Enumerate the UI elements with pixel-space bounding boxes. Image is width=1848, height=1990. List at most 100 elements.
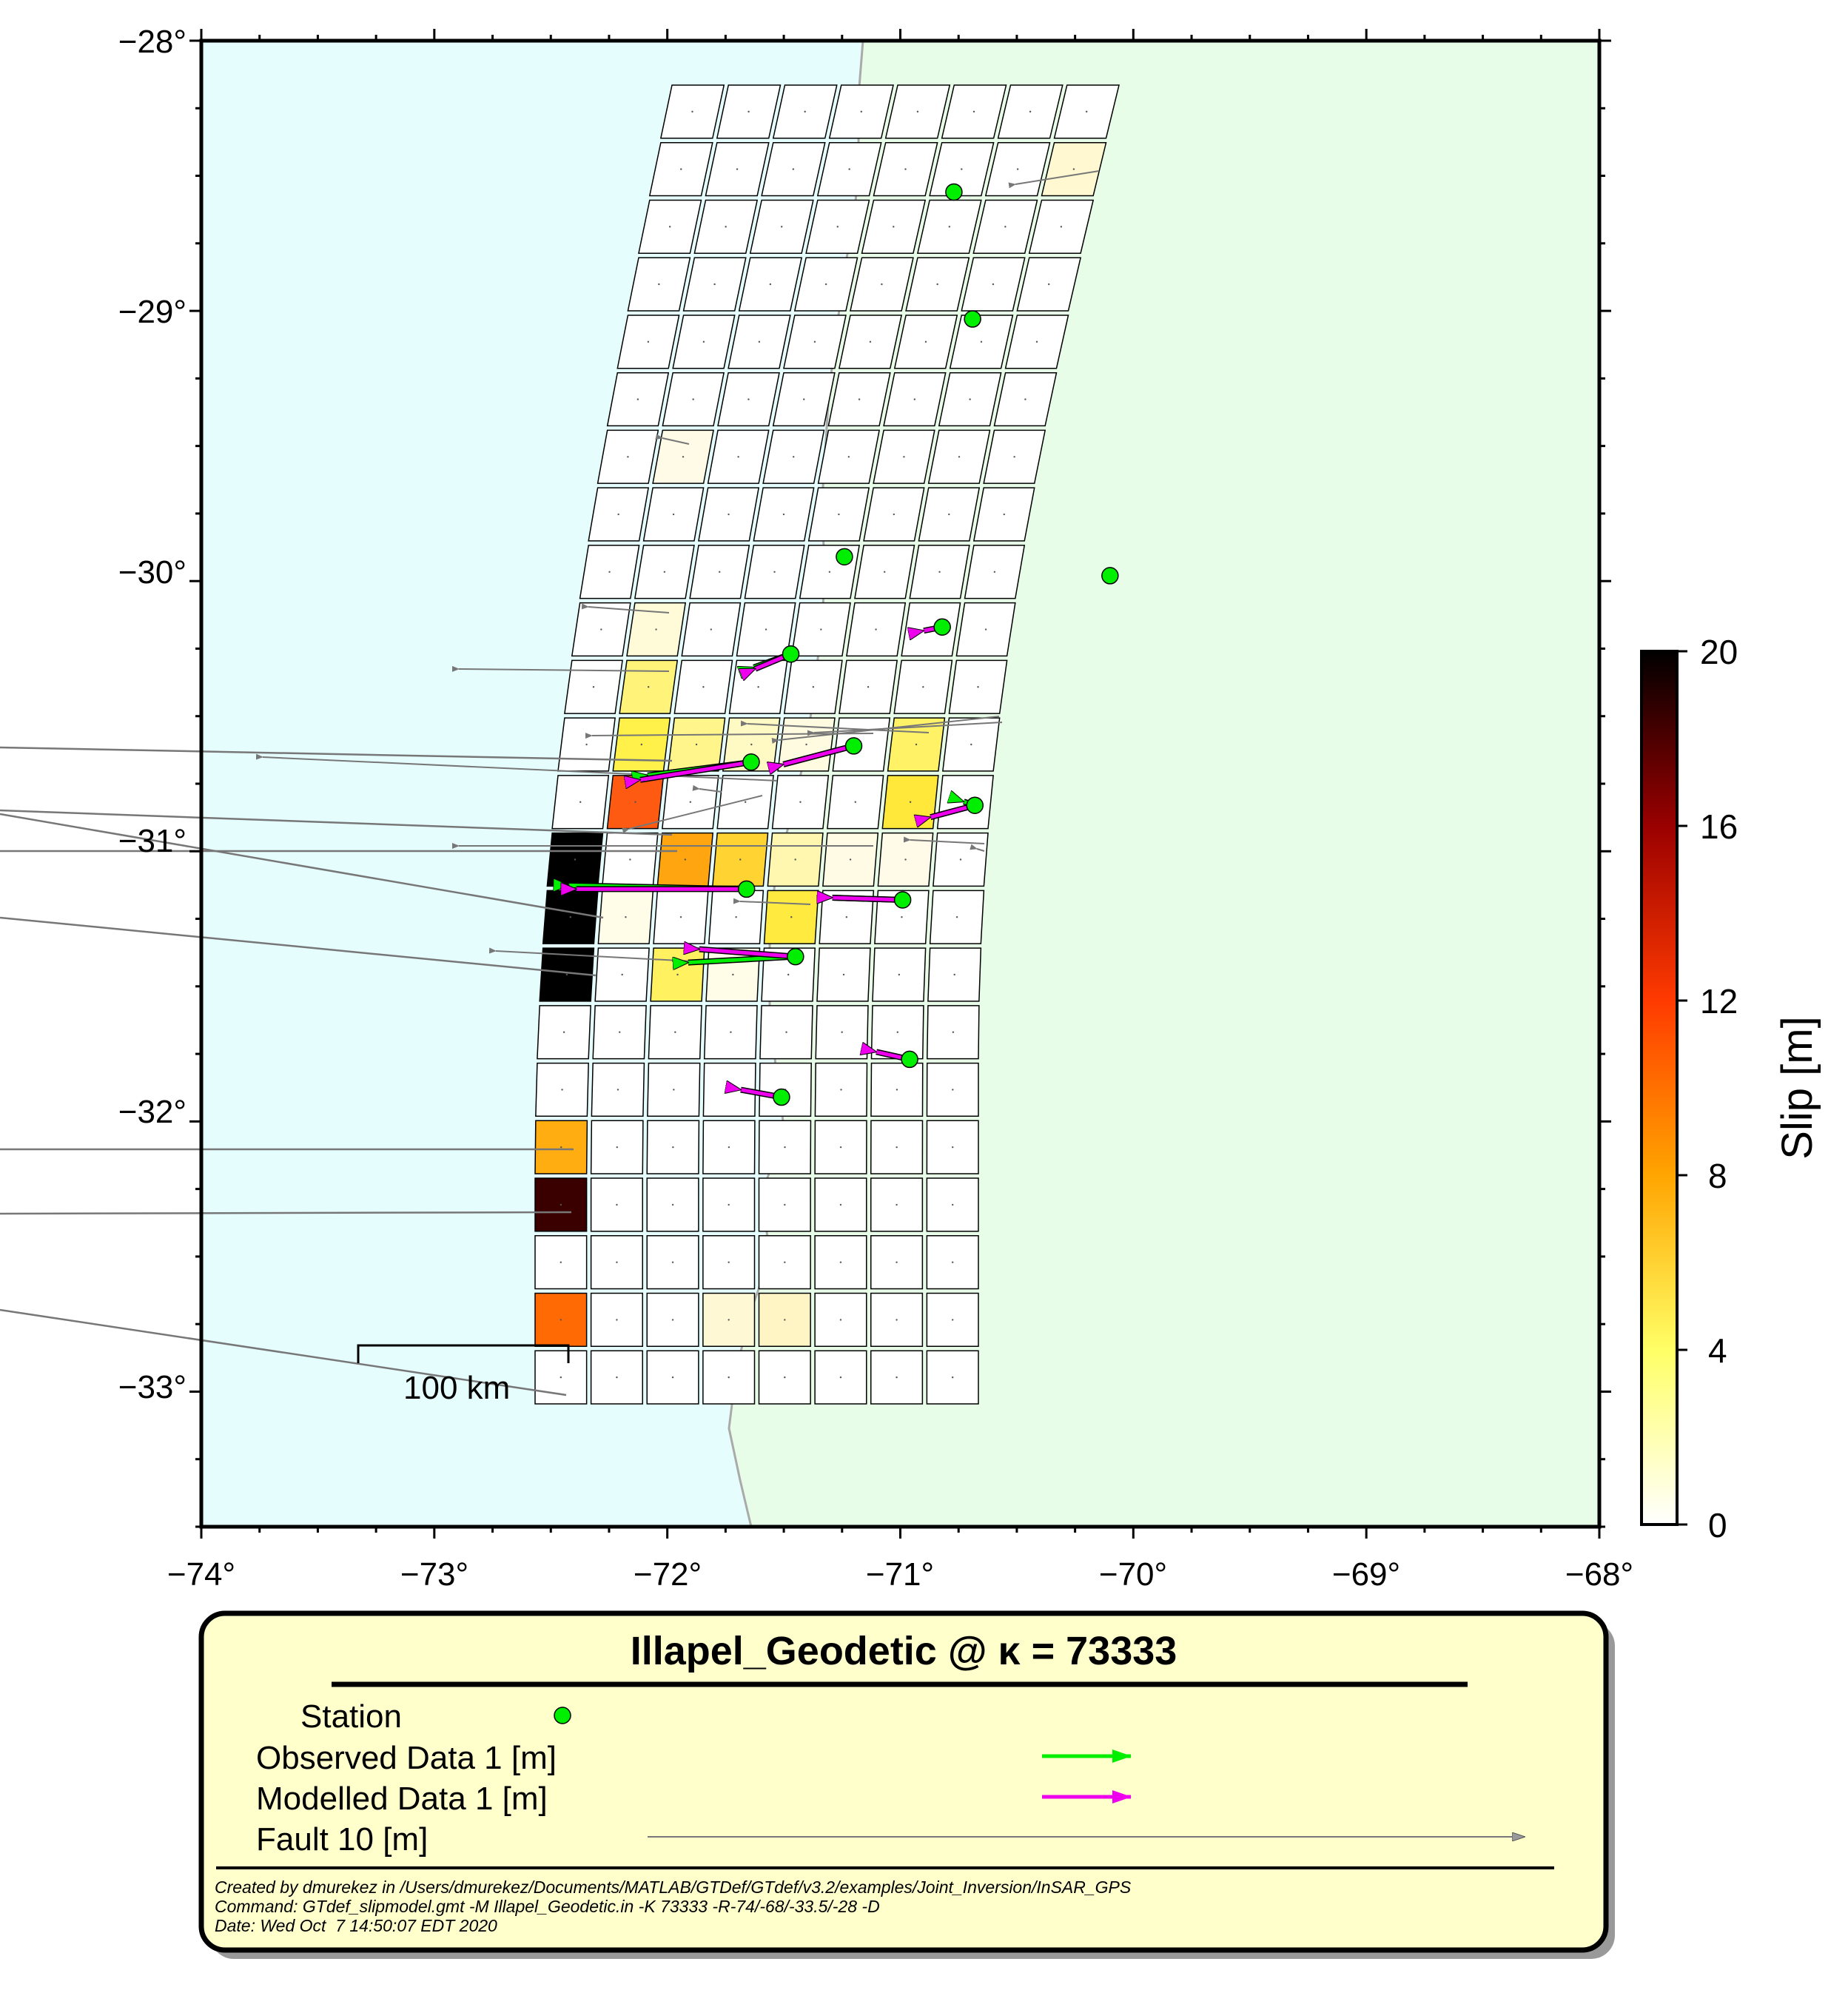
legend-box (198, 1610, 1609, 1953)
patch-center (792, 168, 795, 170)
patch-center (1003, 513, 1005, 516)
fault-slip-arrow (733, 898, 811, 905)
patch-center (916, 110, 919, 113)
station-marker (742, 753, 760, 771)
stations (737, 183, 1119, 1106)
patch-center (860, 110, 862, 113)
patch-center (1072, 168, 1075, 170)
patch-center (671, 1261, 674, 1263)
patch-center (867, 686, 870, 688)
legend-label-observed: Observed Data 1 [m] (256, 1740, 557, 1776)
patch-center (813, 340, 816, 343)
patch-center (881, 283, 883, 286)
patch-center (560, 1319, 562, 1321)
station-marker (773, 1088, 790, 1106)
patch-center (909, 801, 912, 803)
x-axis-labels: −74° −73° −72° −71° −70° −69° −68° (167, 1556, 1633, 1593)
patch-center (561, 1089, 563, 1091)
patch-center (691, 110, 693, 113)
patch-center (938, 571, 941, 573)
patch-center (896, 1089, 898, 1091)
patch-center (560, 1376, 562, 1379)
patch-center (592, 686, 595, 688)
patch-center (737, 456, 739, 458)
y-tick-label: −31° (118, 823, 187, 859)
patch-center (673, 1089, 675, 1091)
patch-center (782, 513, 785, 516)
fault-slip-arrow (903, 836, 985, 844)
patch-center (663, 571, 666, 573)
patch-center (805, 743, 807, 746)
patch-center (840, 1089, 842, 1091)
patch-center (936, 283, 938, 286)
patch-center (730, 1031, 732, 1033)
patch-center (896, 1203, 898, 1206)
patch-center (977, 686, 979, 688)
patch-center (728, 1319, 730, 1321)
y-axis-labels: −28° −29° −30° −31° −32° −33° (118, 24, 187, 1405)
data-arrows (569, 624, 976, 1100)
patch-center (647, 686, 650, 688)
patch-center (849, 858, 852, 861)
patch-center (951, 1261, 954, 1263)
x-tick-label: −68° (1565, 1556, 1633, 1593)
patch-center (647, 340, 650, 343)
colorbar-title: Slip [m] (1773, 1016, 1821, 1159)
patch-center (689, 801, 692, 803)
station-marker (787, 947, 804, 966)
station-marker (782, 645, 800, 663)
modelled-arrow (833, 898, 903, 900)
patch-center (784, 1203, 786, 1206)
patch-center (579, 801, 582, 803)
patch-center (812, 686, 815, 688)
station-marker (893, 891, 912, 909)
colorbar-label: 4 (1708, 1331, 1727, 1370)
patch-center (562, 1031, 565, 1033)
patch-center (984, 628, 987, 631)
colorbar-label: 20 (1700, 633, 1738, 671)
patch-center (875, 628, 877, 631)
patch-center (1060, 226, 1063, 228)
patch-center (948, 513, 950, 516)
patch-center (627, 456, 629, 458)
patch-center (728, 513, 730, 516)
patch-center (824, 283, 827, 286)
patch-center (951, 1319, 954, 1321)
patch-center (655, 628, 657, 631)
patch-center (904, 168, 907, 170)
patch-center (658, 283, 660, 286)
patch-center (952, 1031, 955, 1033)
patch-center (1004, 226, 1007, 228)
scale-bar-label: 100 km (403, 1370, 510, 1406)
x-tick-label: −71° (866, 1556, 934, 1593)
patch-center (952, 1089, 954, 1091)
fault-slip-arrow (488, 947, 708, 963)
patch-center (924, 340, 927, 343)
patch-center (992, 283, 995, 286)
patch-center (735, 916, 737, 918)
scale-bar: 100 km (357, 1344, 570, 1406)
patch-center (750, 743, 753, 746)
patch-center (1029, 110, 1032, 113)
station-dot-icon (554, 1707, 571, 1724)
patch-center (728, 1261, 730, 1263)
y-tick-label: −33° (118, 1369, 187, 1405)
patch-center (773, 571, 776, 573)
patch-center (747, 398, 750, 400)
patch-center (847, 456, 850, 458)
fault-slip-arrow (585, 733, 874, 739)
patch-center (671, 1203, 674, 1206)
patch-center (728, 1376, 730, 1379)
patch-center (787, 973, 790, 976)
patch-center (672, 513, 675, 516)
legend-label-fault: Fault 10 [m] (256, 1821, 428, 1858)
patch-center (948, 226, 951, 228)
fault-slip-arrow (581, 603, 670, 614)
patch-center (692, 398, 694, 400)
patch-center (913, 398, 916, 400)
patch-center (969, 398, 971, 400)
patch-center (1013, 456, 1015, 458)
patch-center (560, 1146, 562, 1149)
patch-center (959, 858, 962, 861)
patch-center (842, 973, 845, 976)
